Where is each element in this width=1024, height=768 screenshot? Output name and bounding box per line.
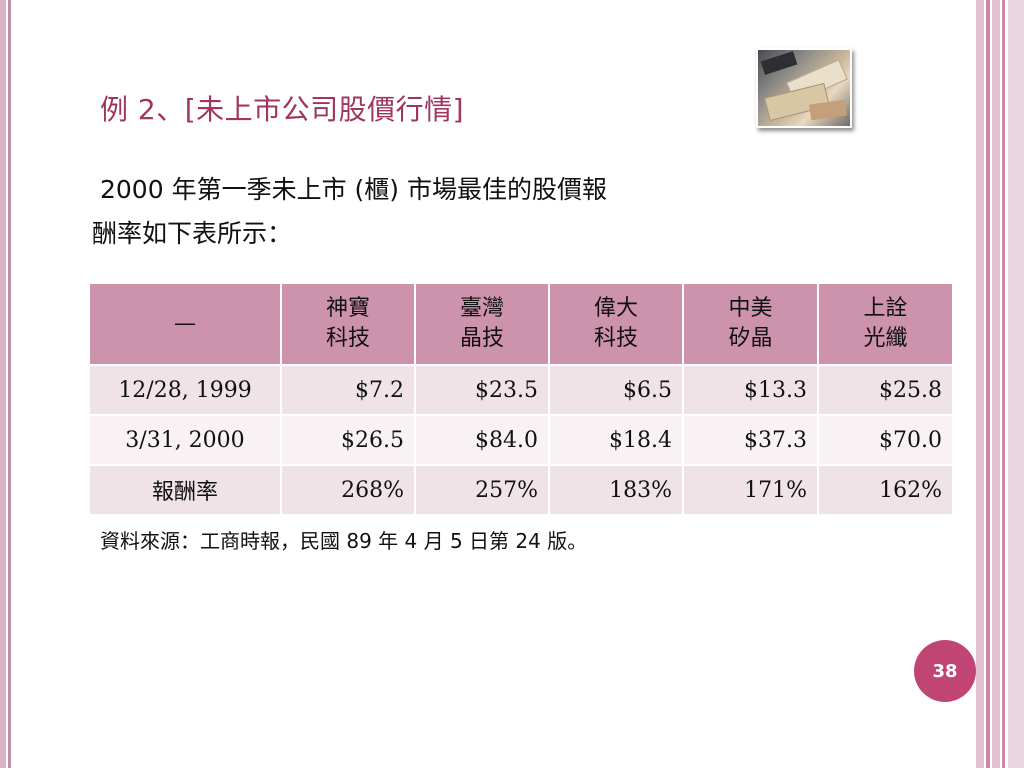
right-decor-stripe bbox=[986, 0, 990, 768]
page-number-badge: 38 bbox=[914, 640, 976, 702]
table-cell: 257% bbox=[414, 464, 550, 516]
table-cell: $13.3 bbox=[682, 364, 819, 416]
row-label: 報酬率 bbox=[88, 464, 282, 516]
table-cell: 162% bbox=[817, 464, 954, 516]
table-cell: $26.5 bbox=[280, 414, 416, 466]
page-number: 38 bbox=[932, 660, 958, 682]
table-cell: $37.3 bbox=[682, 414, 819, 466]
table-cell: $18.4 bbox=[548, 414, 684, 466]
intro-line-2: 酬率如下表所示： bbox=[92, 219, 293, 248]
table-cell: $23.5 bbox=[414, 364, 550, 416]
table-cell: $25.8 bbox=[817, 364, 954, 416]
right-decor-stripe bbox=[992, 0, 1000, 768]
left-decor-bar-thin bbox=[8, 0, 11, 768]
header-cell: 臺灣 晶技 bbox=[414, 282, 550, 366]
table-cell: $6.5 bbox=[548, 364, 684, 416]
right-decor-stripe bbox=[1008, 0, 1024, 768]
table-cell: 183% bbox=[548, 464, 684, 516]
returns-table: — 神寶 科技 臺灣 晶技 偉大 科技 中美 矽晶 bbox=[88, 282, 954, 516]
header-cell: 上詮 光纖 bbox=[817, 282, 954, 366]
slide-title: 例 2、[未上市公司股價行情] bbox=[100, 93, 465, 126]
table-header-row: — 神寶 科技 臺灣 晶技 偉大 科技 中美 矽晶 bbox=[88, 282, 954, 366]
right-decor-stripe bbox=[1002, 0, 1005, 768]
intro-line-1: 2000 年第一季未上市 (櫃) 市場最佳的股價報 bbox=[100, 175, 607, 204]
table-row: 3/31, 2000 $26.5 $84.0 $18.4 $37.3 $70.0 bbox=[88, 414, 954, 466]
header-cell: — bbox=[88, 282, 282, 366]
table-cell: 268% bbox=[280, 464, 416, 516]
money-stack-photo bbox=[756, 48, 852, 128]
table-cell: $70.0 bbox=[817, 414, 954, 466]
table-cell: 171% bbox=[682, 464, 819, 516]
table-cell: $7.2 bbox=[280, 364, 416, 416]
header-cell: 中美 矽晶 bbox=[682, 282, 819, 366]
table-row: 報酬率 268% 257% 183% 171% 162% bbox=[88, 464, 954, 516]
right-decor-stripe bbox=[976, 0, 984, 768]
table-row: 12/28, 1999 $7.2 $23.5 $6.5 $13.3 $25.8 bbox=[88, 364, 954, 416]
intro-text: 2000 年第一季未上市 (櫃) 市場最佳的股價報 酬率如下表所示： bbox=[92, 168, 812, 256]
source-note: 資料來源：工商時報，民國 89 年 4 月 5 日第 24 版。 bbox=[100, 529, 588, 553]
left-decor-bar bbox=[0, 0, 6, 768]
row-label: 3/31, 2000 bbox=[88, 414, 282, 466]
header-cell: 偉大 科技 bbox=[548, 282, 684, 366]
header-cell: 神寶 科技 bbox=[280, 282, 416, 366]
table-cell: $84.0 bbox=[414, 414, 550, 466]
row-label: 12/28, 1999 bbox=[88, 364, 282, 416]
